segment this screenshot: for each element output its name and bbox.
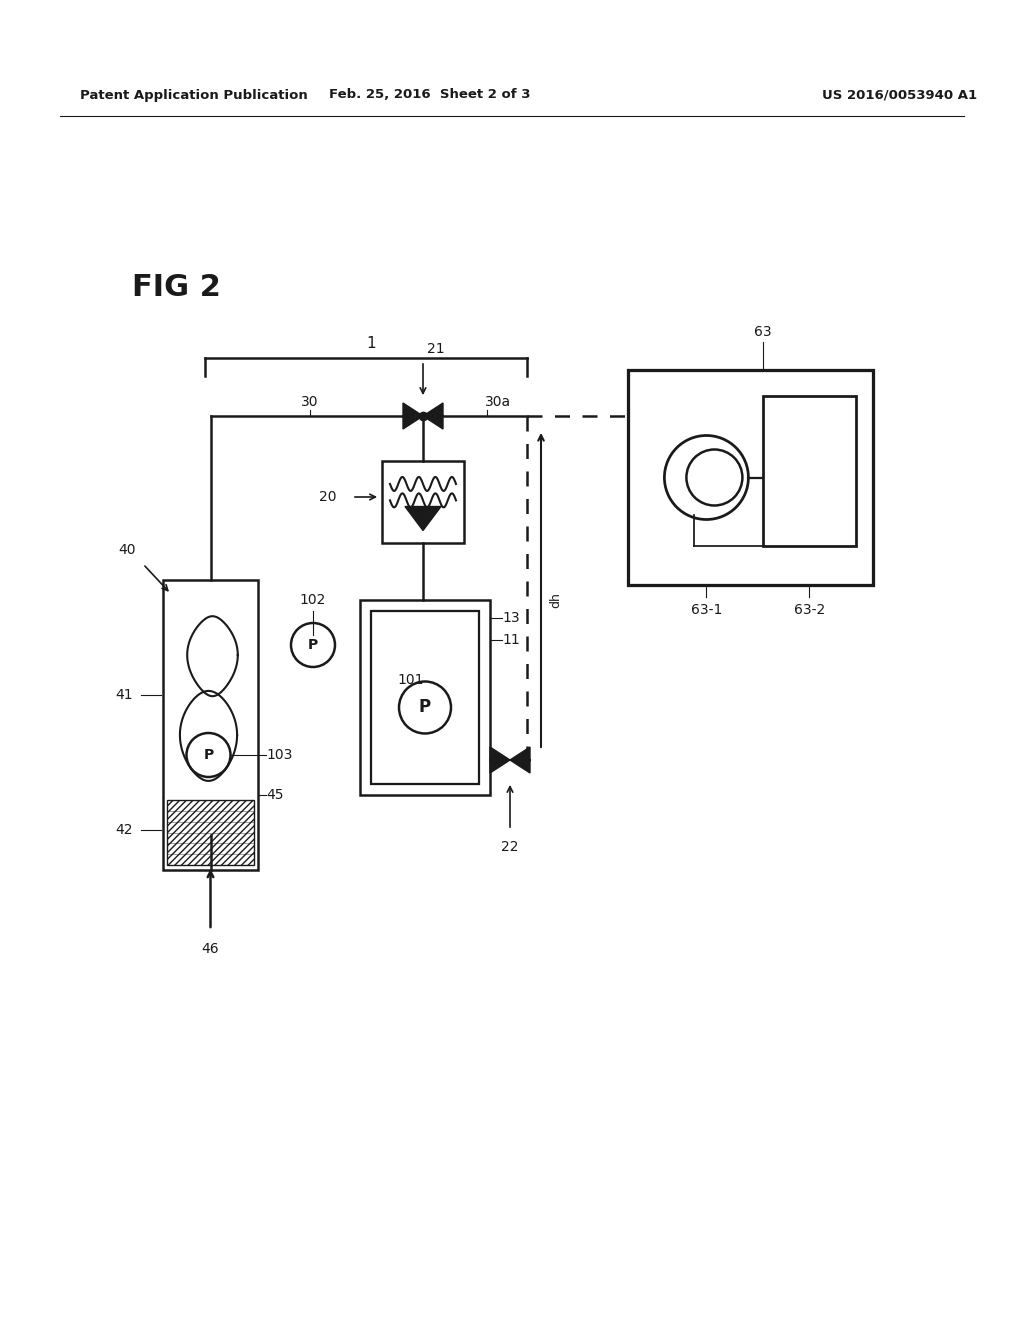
Bar: [371, 611, 479, 784]
Text: 11: 11: [502, 634, 520, 647]
Text: P: P: [419, 698, 431, 717]
Text: 22: 22: [502, 840, 519, 854]
Text: 41: 41: [116, 688, 133, 702]
Circle shape: [686, 450, 742, 506]
Circle shape: [399, 681, 451, 734]
Polygon shape: [406, 507, 441, 531]
Text: 63-2: 63-2: [794, 603, 825, 616]
Text: 42: 42: [116, 822, 133, 837]
Polygon shape: [423, 403, 443, 429]
Bar: [360, 601, 490, 795]
Text: 13: 13: [502, 611, 519, 624]
Bar: [167, 800, 254, 865]
Polygon shape: [403, 403, 423, 429]
Text: US 2016/0053940 A1: US 2016/0053940 A1: [822, 88, 978, 102]
Text: Patent Application Publication: Patent Application Publication: [80, 88, 308, 102]
Text: 1: 1: [367, 337, 376, 351]
Text: P: P: [204, 748, 214, 762]
Text: 21: 21: [427, 342, 444, 356]
Text: 102: 102: [300, 593, 327, 607]
Text: 30: 30: [301, 395, 318, 409]
Text: FIG 2: FIG 2: [132, 273, 221, 302]
Text: 103: 103: [266, 748, 293, 762]
Text: 63: 63: [754, 325, 771, 339]
Bar: [763, 396, 856, 546]
Polygon shape: [490, 747, 510, 774]
Circle shape: [291, 623, 335, 667]
Bar: [163, 579, 258, 870]
Text: dh: dh: [549, 593, 562, 609]
Text: 30a: 30a: [485, 395, 511, 409]
Text: 45: 45: [266, 788, 284, 803]
Text: 20: 20: [319, 490, 337, 504]
Circle shape: [665, 436, 749, 520]
Text: P: P: [308, 638, 318, 652]
Text: 63-1: 63-1: [691, 603, 722, 616]
Text: 46: 46: [202, 942, 219, 956]
Text: Feb. 25, 2016  Sheet 2 of 3: Feb. 25, 2016 Sheet 2 of 3: [330, 88, 530, 102]
Polygon shape: [510, 747, 530, 774]
Text: 40: 40: [118, 543, 135, 557]
Circle shape: [186, 733, 230, 777]
Text: 101: 101: [397, 672, 424, 686]
Bar: [628, 370, 873, 585]
Bar: [382, 461, 464, 543]
